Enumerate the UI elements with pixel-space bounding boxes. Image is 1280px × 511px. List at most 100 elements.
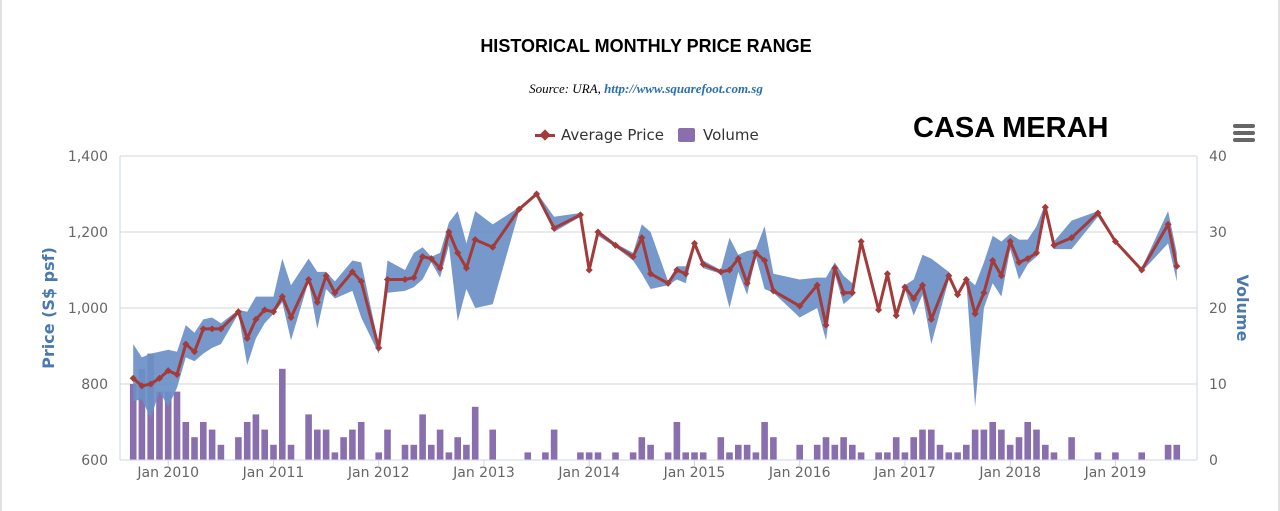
source-link[interactable]: http://www.squarefoot.com.sg (604, 81, 763, 96)
price-point (918, 281, 927, 289)
price-point (261, 306, 269, 314)
price-point (410, 274, 418, 282)
volume-bar (594, 452, 602, 460)
volume-bar (322, 429, 330, 460)
volume-bar (314, 429, 321, 460)
volume-bar (235, 437, 242, 460)
volume-bar (638, 437, 646, 460)
price-point (155, 374, 164, 382)
volume-bar (1068, 437, 1075, 460)
price-point (690, 239, 699, 247)
price-point (427, 255, 435, 263)
volume-bar (849, 444, 856, 460)
y-right-tick-label: 0 (1209, 453, 1218, 469)
volume-bar (761, 422, 768, 460)
volume-bar (349, 429, 356, 460)
legend-item-volume[interactable]: Volume (677, 126, 759, 144)
x-tick-label: Jan 2013 (452, 465, 515, 481)
x-tick-label: Jan 2014 (557, 465, 620, 481)
y-left-tick-label: 1,000 (68, 301, 108, 317)
price-point (682, 270, 690, 278)
price-point (331, 289, 339, 297)
price-point (1006, 237, 1014, 246)
volume-bar (989, 422, 996, 460)
price-point (892, 312, 900, 320)
price-point (190, 348, 199, 356)
price-point (401, 275, 409, 284)
volume-bar (200, 422, 207, 460)
price-point (217, 325, 225, 333)
volume-bar (936, 444, 944, 460)
volume-bar (1024, 422, 1031, 460)
volume-bar (743, 444, 751, 460)
price-point (594, 228, 602, 236)
volume-bar (401, 444, 409, 460)
price-point (840, 289, 848, 297)
price-point (182, 340, 190, 348)
volume-bar (182, 422, 190, 460)
y-right-tick-label: 10 (1209, 377, 1227, 393)
volume-bar (664, 452, 672, 460)
price-point (725, 266, 734, 274)
price-point (813, 281, 821, 289)
volume-bar (1033, 429, 1040, 460)
volume-bar (699, 452, 707, 460)
price-point (989, 256, 997, 265)
price-point (208, 325, 216, 333)
price-point (647, 270, 655, 278)
volume-bar (471, 406, 479, 460)
legend-item-average-price[interactable]: Average Price (535, 126, 664, 144)
price-point (550, 224, 558, 232)
price-point (234, 308, 242, 316)
price-point (129, 374, 137, 382)
price-point (901, 283, 909, 291)
volume-bar (1094, 452, 1102, 460)
volume-bar (173, 391, 181, 460)
price-point (445, 228, 453, 236)
volume-bar (857, 452, 865, 460)
price-point (471, 236, 479, 244)
volume-bar (287, 444, 295, 460)
volume-bar (910, 437, 917, 460)
volume-bar (1050, 452, 1058, 460)
y-right-axis-title: Volume (1233, 275, 1252, 342)
volume-bar (331, 452, 339, 460)
y-left-axis-title: Price (S$ psf) (39, 247, 58, 369)
volume-bar (340, 437, 347, 460)
volume-bar (691, 452, 698, 460)
price-point (629, 253, 637, 261)
y-right-tick-label: 40 (1209, 149, 1227, 165)
price-point (927, 315, 935, 323)
hamburger-menu-icon[interactable] (1233, 124, 1255, 142)
price-point (971, 310, 979, 318)
x-tick-label: Jan 2012 (347, 465, 410, 481)
volume-bar (524, 452, 532, 460)
volume-bar (919, 429, 926, 460)
volume-bar (410, 444, 418, 460)
price-point (883, 270, 891, 278)
x-tick-label: Jan 2016 (768, 465, 831, 481)
volume-bar (735, 444, 742, 460)
source-prefix: Source: URA, (529, 81, 605, 96)
price-point (243, 334, 251, 342)
volume-bar (428, 444, 435, 460)
price-point (576, 211, 584, 219)
volume-bar (840, 437, 847, 460)
volume-bar (129, 384, 137, 460)
chart-title: HISTORICAL MONTHLY PRICE RANGE (480, 36, 812, 56)
price-point (348, 268, 356, 276)
chart-source: Source: URA, http://www.squarefoot.com.s… (0, 81, 1280, 97)
volume-bar (217, 444, 225, 460)
project-name: CASA MERAH (913, 112, 1109, 144)
volume-bar (813, 444, 821, 460)
price-point (1015, 258, 1023, 266)
price-point (962, 275, 970, 284)
volume-bar (550, 429, 558, 460)
volume-bar (770, 437, 777, 460)
volume-bar (612, 452, 619, 460)
volume-bar (647, 444, 654, 460)
volume-bar (963, 444, 970, 460)
volume-bar (901, 452, 909, 460)
price-point (357, 277, 365, 285)
